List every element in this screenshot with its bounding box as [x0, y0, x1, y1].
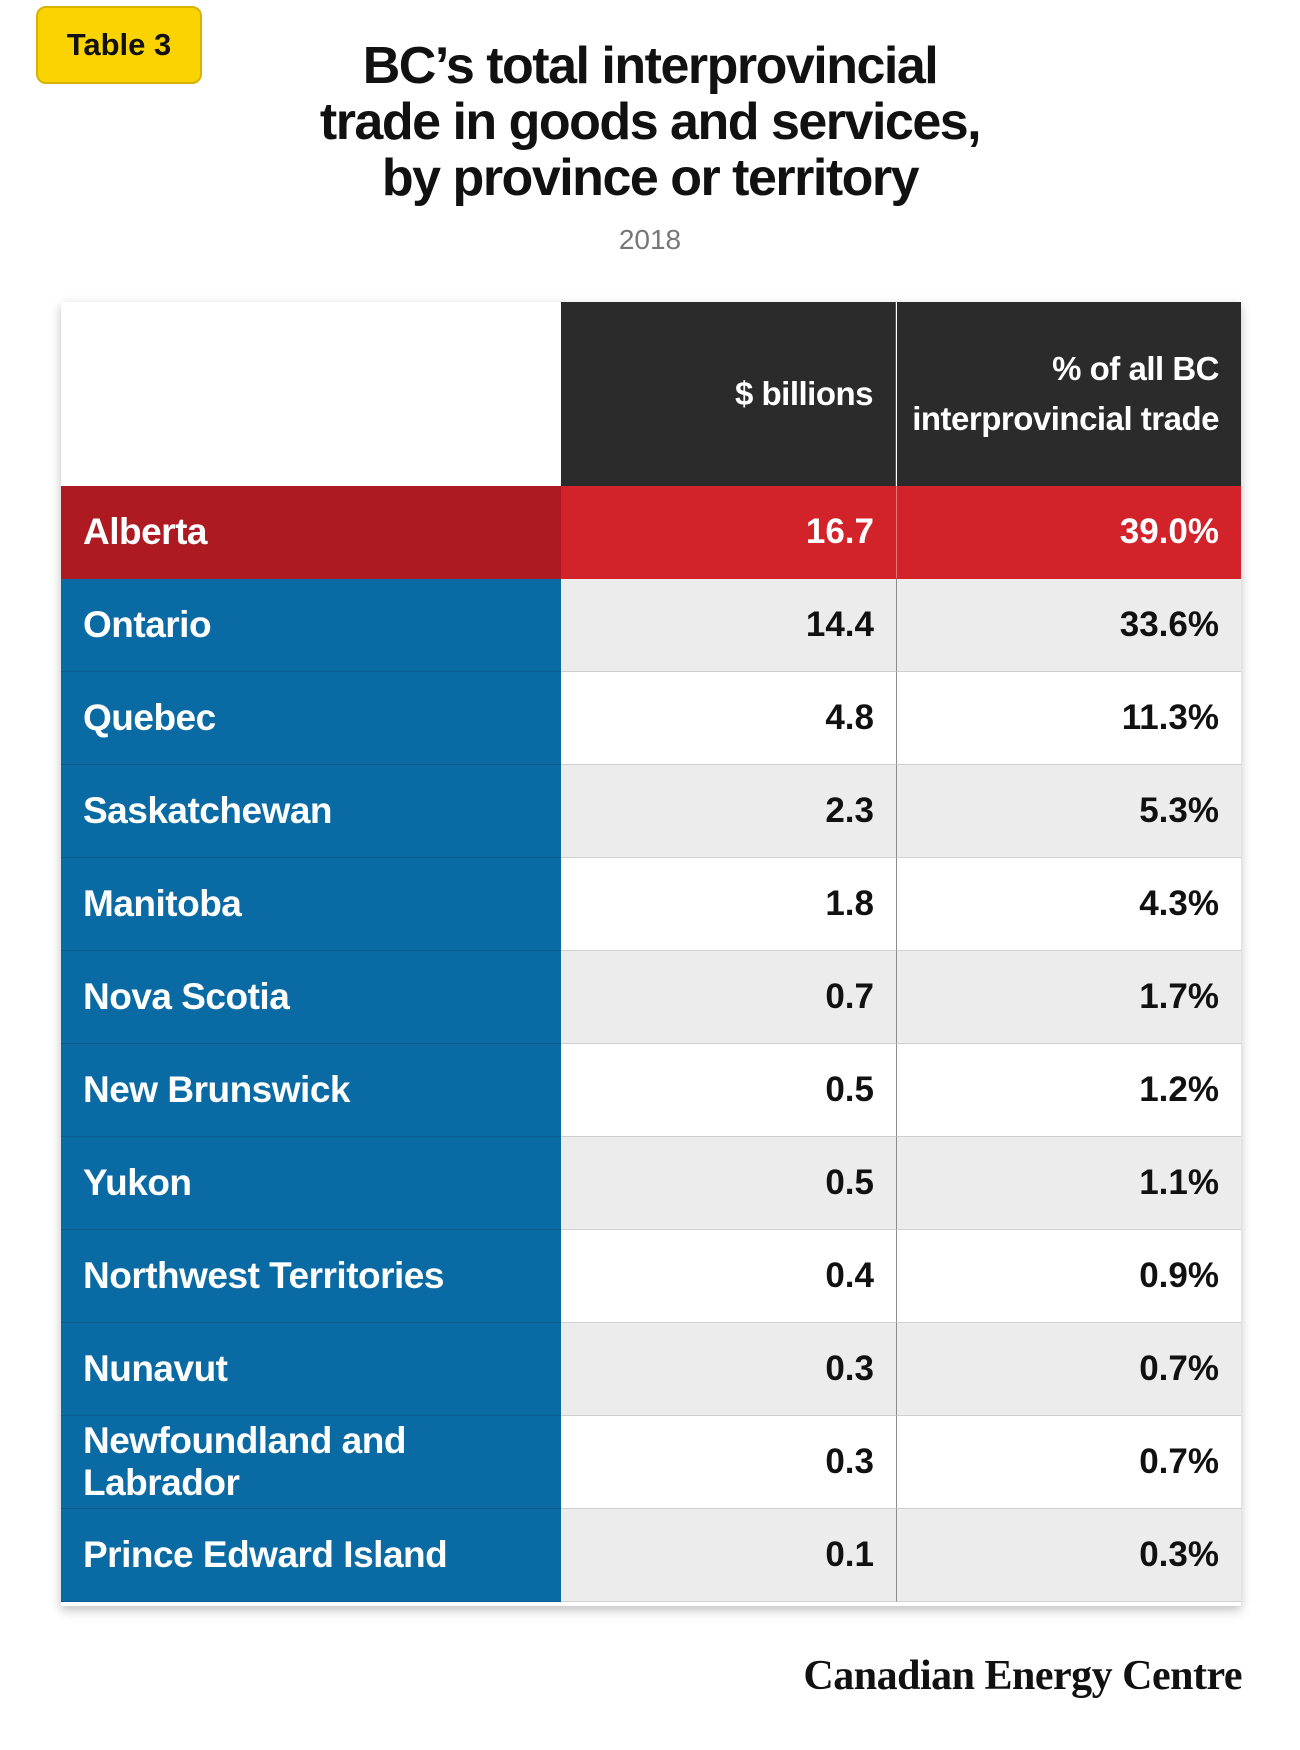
billions-value-cell: 0.1 — [561, 1509, 897, 1602]
billions-value-cell: 0.7 — [561, 951, 897, 1044]
header-percent-line: interprovincial trade — [912, 400, 1219, 437]
percent-value-cell: 11.3% — [897, 672, 1241, 765]
title-line: by province or territory — [381, 149, 920, 207]
table-row: Ontario 14.4 33.6% — [61, 579, 1241, 672]
percent-value-cell: 1.1% — [897, 1137, 1241, 1230]
title-line: trade in goods and services, — [319, 93, 982, 151]
province-name-cell: New Brunswick — [61, 1044, 561, 1137]
billions-value-cell: 0.3 — [561, 1323, 897, 1416]
billions-value-cell: 0.5 — [561, 1137, 897, 1230]
canadian-energy-centre-logo: Canadian Energy Centre — [803, 1653, 1242, 1699]
percent-value-cell: 0.7% — [897, 1416, 1241, 1509]
percent-value-cell: 1.2% — [897, 1044, 1241, 1137]
percent-value-cell: 5.3% — [897, 765, 1241, 858]
data-table: $ billions % of all BC interprovincial t… — [61, 302, 1241, 1606]
table-row: Nunavut 0.3 0.7% — [61, 1323, 1241, 1416]
header-billions: $ billions — [561, 302, 896, 486]
province-name-cell: Manitoba — [61, 858, 561, 951]
province-name-cell: Alberta — [61, 486, 561, 579]
table-row: Yukon 0.5 1.1% — [61, 1137, 1241, 1230]
table-row: Prince Edward Island 0.1 0.3% — [61, 1509, 1241, 1602]
table-row: Nova Scotia 0.7 1.7% — [61, 951, 1241, 1044]
billions-value-cell: 0.3 — [561, 1416, 897, 1509]
billions-value-cell: 14.4 — [561, 579, 897, 672]
chart-subtitle: 2018 — [618, 224, 682, 255]
province-name-cell: Nunavut — [61, 1323, 561, 1416]
table-header-row: $ billions % of all BC interprovincial t… — [61, 302, 1241, 486]
table-row: Northwest Territories 0.4 0.9% — [61, 1230, 1241, 1323]
province-name-cell: Saskatchewan — [61, 765, 561, 858]
billions-value-cell: 1.8 — [561, 858, 897, 951]
province-name-cell: Northwest Territories — [61, 1230, 561, 1323]
table-row: New Brunswick 0.5 1.2% — [61, 1044, 1241, 1137]
percent-value-cell: 33.6% — [897, 579, 1241, 672]
table-number-badge: Table 3 — [36, 6, 202, 84]
percent-value-cell: 0.7% — [897, 1323, 1241, 1416]
table-row: Alberta 16.7 39.0% — [61, 486, 1241, 579]
table-row: Quebec 4.8 11.3% — [61, 672, 1241, 765]
table-row: Manitoba 1.8 4.3% — [61, 858, 1241, 951]
header-billions-line: $ billions — [734, 375, 874, 412]
billions-value-cell: 0.4 — [561, 1230, 897, 1323]
province-name-cell: Quebec — [61, 672, 561, 765]
billions-value-cell: 0.5 — [561, 1044, 897, 1137]
percent-value-cell: 0.3% — [897, 1509, 1241, 1602]
billions-value-cell: 4.8 — [561, 672, 897, 765]
header-percent: % of all BC interprovincial trade — [897, 302, 1241, 486]
billions-value-cell: 16.7 — [561, 486, 897, 579]
percent-value-cell: 39.0% — [897, 486, 1241, 579]
province-name-cell: Nova Scotia — [61, 951, 561, 1044]
province-name-cell: Prince Edward Island — [61, 1509, 561, 1602]
chart-title: BC’s total interprovincial trade in good… — [250, 38, 1050, 206]
title-line: BC’s total interprovincial — [362, 37, 939, 95]
percent-value-cell: 0.9% — [897, 1230, 1241, 1323]
percent-value-cell: 4.3% — [897, 858, 1241, 951]
table-row: Saskatchewan 2.3 5.3% — [61, 765, 1241, 858]
province-name-cell: Ontario — [61, 579, 561, 672]
table-row: Newfoundland and Labrador 0.3 0.7% — [61, 1416, 1241, 1509]
header-percent-line: % of all BC — [1052, 350, 1219, 387]
billions-value-cell: 2.3 — [561, 765, 897, 858]
percent-value-cell: 1.7% — [897, 951, 1241, 1044]
province-name-cell: Newfoundland and Labrador — [61, 1416, 561, 1509]
province-name-cell: Yukon — [61, 1137, 561, 1230]
